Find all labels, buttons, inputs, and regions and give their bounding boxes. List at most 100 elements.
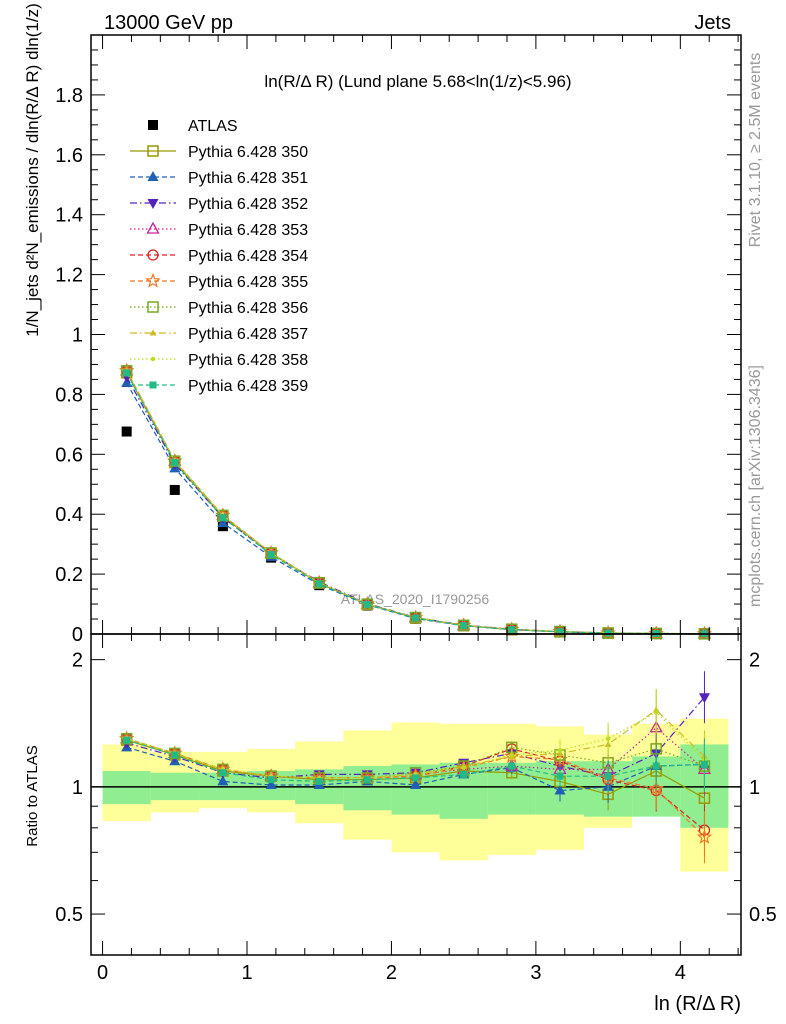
x-tick-label: 3: [530, 962, 541, 984]
legend-marker: [145, 272, 161, 288]
ratio-point: [120, 732, 133, 745]
legend-marker: [147, 145, 159, 157]
data-point: [315, 580, 323, 588]
main-y-tick-label: 1.2: [55, 265, 83, 287]
legend-label: Pythia 6.428 359: [188, 378, 308, 395]
legend-entry: Pythia 6.428 359: [130, 378, 308, 395]
axes-layer: 0 0.2 0.4 0.6 0.8 1 1.2 1.4 1.6 1.8 0.5 0.5 1 1 2 2 0 1 2 3…: [55, 34, 777, 984]
legend-entry: Pythia 6.428 352: [130, 196, 308, 213]
legend-marker: [149, 329, 157, 336]
legend-marker: [146, 221, 160, 234]
data-point: [123, 369, 131, 377]
data-point: [412, 614, 420, 622]
series-layer: [118, 362, 713, 864]
legend-label: ATLAS: [188, 118, 238, 135]
main-y-tick-label: 1.8: [55, 85, 83, 107]
ratio-point: [696, 829, 713, 844]
ratio-point: [460, 770, 468, 778]
main-y-tick-label: 0.2: [55, 564, 83, 586]
legend-label: Pythia 6.428 351: [188, 170, 308, 187]
legend-entry: Pythia 6.428 357: [130, 326, 308, 343]
uncertainty-bands: [91, 718, 741, 872]
ratio-point: [217, 775, 229, 786]
legend-marker: [149, 381, 157, 389]
ratio-y-axis-label: Ratio to ATLAS: [24, 745, 41, 846]
mcplots-credit-label: mcplots.cern.ch [arXiv:1306.3436]: [747, 365, 764, 607]
main-y-tick-label: 1: [72, 325, 83, 347]
main-y-tick-label: 1.4: [55, 205, 83, 227]
data-point: [169, 455, 181, 467]
main-y-axis-label: 1/N_jets d²N_emissions / dln(R/Δ R) dln(…: [23, 3, 42, 337]
ratio-point: [648, 780, 664, 796]
legend-entry: Pythia 6.428 356: [130, 300, 308, 317]
legend-label: Pythia 6.428 355: [188, 274, 308, 291]
ratio-point: [363, 776, 371, 784]
data-point: [363, 600, 371, 608]
legend-entry: Pythia 6.428 358: [130, 352, 308, 369]
ratio-point: [123, 736, 131, 744]
x-axis-label: ln (R/Δ R): [654, 993, 741, 1015]
legend-entry: Pythia 6.428 354: [130, 248, 308, 265]
legend-marker: [147, 171, 159, 181]
main-y-tick-label: 0: [72, 624, 83, 646]
legend-label: Pythia 6.428 350: [188, 144, 308, 161]
x-tick-label: 0: [97, 962, 108, 984]
ratio-point: [605, 736, 611, 741]
data-point: [121, 426, 132, 437]
ratio-y-tick-label: 2: [72, 650, 83, 672]
data-point: [171, 459, 179, 467]
ratio-y-tick-label: 0.5: [55, 904, 83, 926]
ratio-point: [412, 774, 420, 782]
main-y-tick-label: 0.8: [55, 384, 83, 406]
legend-label: Pythia 6.428 354: [188, 248, 308, 265]
ratio-point: [219, 769, 227, 777]
x-tick-label: 1: [241, 962, 252, 984]
legend-marker: [147, 199, 159, 209]
header-right-label: Jets: [694, 12, 731, 34]
legend-label: Pythia 6.428 357: [188, 326, 308, 343]
data-point: [409, 611, 422, 624]
ratio-frame: [90, 633, 742, 956]
ratio-point: [267, 776, 275, 784]
data-point: [460, 622, 468, 630]
legend-label: Pythia 6.428 356: [188, 300, 308, 317]
ratio-y-tick-label-right: 0.5: [749, 904, 777, 926]
ratio-y-tick-label-right: 1: [749, 777, 760, 799]
legend-entry: Pythia 6.428 353: [130, 221, 308, 239]
ratio-point: [508, 762, 516, 770]
ratio-point: [171, 751, 179, 759]
legend-label: Pythia 6.428 358: [188, 352, 308, 369]
ratio-point: [315, 777, 323, 785]
legend-entry: Pythia 6.428 350: [130, 144, 308, 161]
legend: ATLAS Pythia 6.428 350 Pythia 6.428 351 Pyt…: [130, 118, 308, 395]
series-pythia-359: [123, 369, 708, 793]
ratio-point: [410, 779, 422, 790]
legend-marker: [147, 249, 159, 261]
rivet-version-label: Rivet 3.1.10, ≥ 2.5M events: [747, 53, 764, 248]
ratio-point: [509, 752, 514, 758]
legend-label: Pythia 6.428 352: [188, 196, 308, 213]
legend-entry: ATLAS: [148, 118, 238, 135]
legend-marker: [147, 301, 159, 313]
ratio-y-tick-label-right: 2: [749, 650, 760, 672]
legend-marker: [148, 120, 158, 130]
ratio-point: [557, 748, 563, 753]
main-y-tick-label: 1.6: [55, 145, 83, 167]
data-point: [556, 628, 564, 636]
data-point: [604, 629, 612, 637]
data-point: [361, 598, 374, 610]
x-tick-label: 4: [675, 962, 686, 984]
ratio-point: [554, 784, 566, 795]
data-point: [313, 576, 325, 589]
ratio-point: [461, 765, 466, 770]
plot-title: ln(R/Δ R) (Lund plane 5.68<ln(1/z)<5.96): [264, 72, 571, 91]
data-point: [267, 551, 275, 559]
ratio-point: [698, 693, 710, 704]
data-point: [219, 514, 227, 522]
ratio-point: [604, 772, 612, 780]
ratio-point: [265, 779, 277, 790]
ratio-point: [652, 762, 660, 770]
ratio-y-tick-label: 1: [72, 777, 83, 799]
data-point: [508, 626, 516, 634]
